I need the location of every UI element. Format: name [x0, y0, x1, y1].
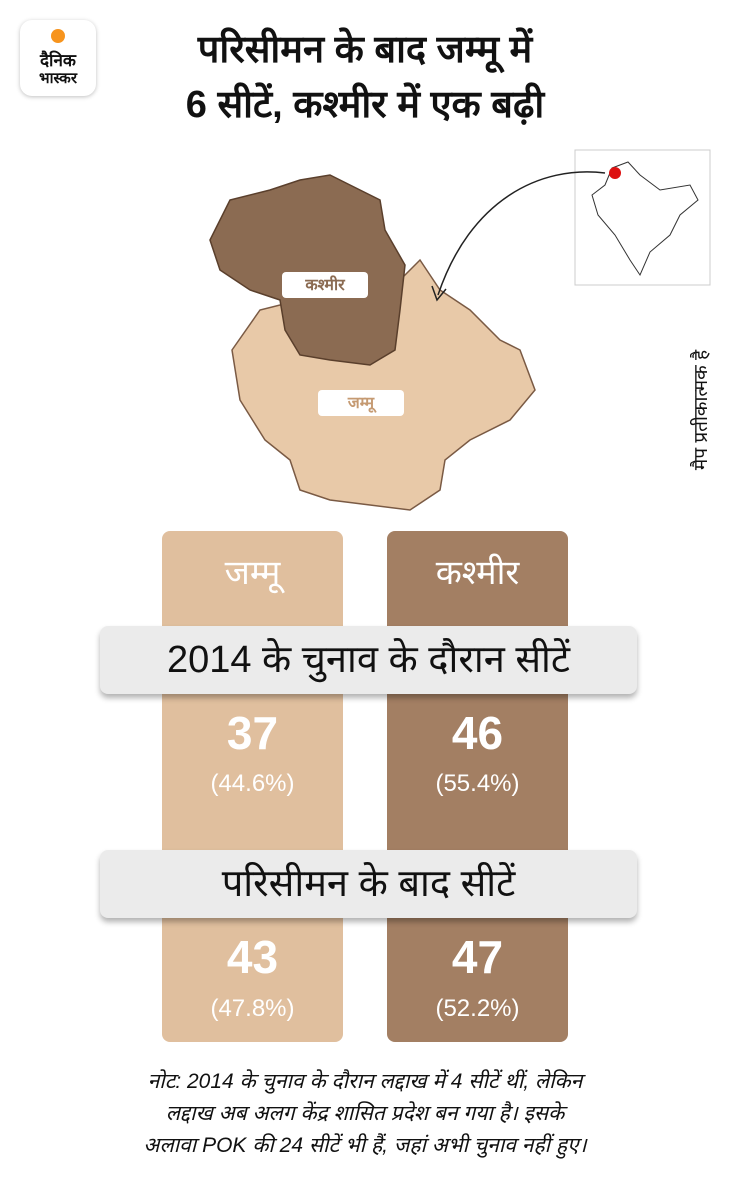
map-label-box	[282, 272, 368, 298]
jammu-column	[162, 531, 343, 1042]
seats: 46	[451, 707, 504, 759]
note: लद्दाख अब अलग केंद्र शासित प्रदेश बन गया…	[165, 1102, 565, 1125]
column-name: जम्मू	[224, 554, 281, 592]
location-dot	[609, 167, 621, 179]
map-label-box	[318, 390, 404, 416]
note: नोट: 2014 के चुनाव के दौरान लद्दाख में 4…	[147, 1070, 583, 1093]
seats: 47	[451, 931, 504, 983]
title: परिसीमन के बाद जम्मू में	[197, 29, 533, 71]
map: कश्मीर जम्मू	[209, 149, 711, 511]
banner: परिसीमन के बाद सीटें	[100, 850, 637, 918]
logo: दैनिक भास्कर	[20, 20, 96, 96]
arrow-head	[431, 285, 447, 302]
india-map	[591, 161, 699, 277]
seats: 43	[226, 931, 279, 983]
note: अलावा POK की 24 सीटें भी हैं, जहां अभी च…	[143, 1134, 587, 1157]
arrow	[437, 171, 606, 296]
map-label: जम्मू	[347, 395, 377, 413]
logo-dot	[51, 29, 65, 43]
share: (52.2%)	[435, 995, 520, 1022]
kashmir-region	[209, 174, 406, 366]
map-label: कश्मीर	[304, 275, 346, 294]
share: (55.4%)	[435, 770, 520, 797]
banner: 2014 के चुनाव के दौरान सीटें	[100, 626, 637, 694]
logo-text: भास्कर	[39, 70, 77, 87]
share: (47.8%)	[210, 995, 295, 1022]
column-name: कश्मीर	[435, 554, 520, 592]
logo-text: दैनिक	[40, 51, 76, 70]
kashmir-column	[387, 531, 568, 1042]
map-note: मैप प्रतीकात्मक है	[691, 349, 712, 471]
share: (44.6%)	[210, 770, 295, 797]
title: 6 सीटें, कश्मीर में एक बढ़ी	[185, 84, 545, 126]
seats: 37	[226, 707, 279, 759]
